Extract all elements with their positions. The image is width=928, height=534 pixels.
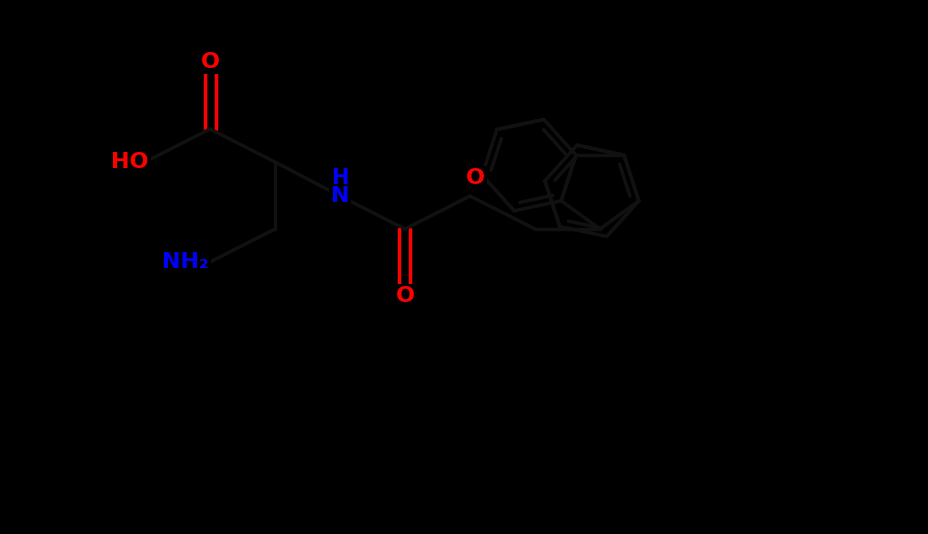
- Text: O: O: [465, 168, 484, 188]
- Text: H: H: [331, 168, 348, 188]
- Text: N: N: [330, 186, 349, 206]
- Text: NH₂: NH₂: [161, 252, 208, 272]
- Text: O: O: [395, 286, 414, 306]
- Text: HO: HO: [111, 152, 148, 172]
- Text: O: O: [200, 52, 219, 72]
